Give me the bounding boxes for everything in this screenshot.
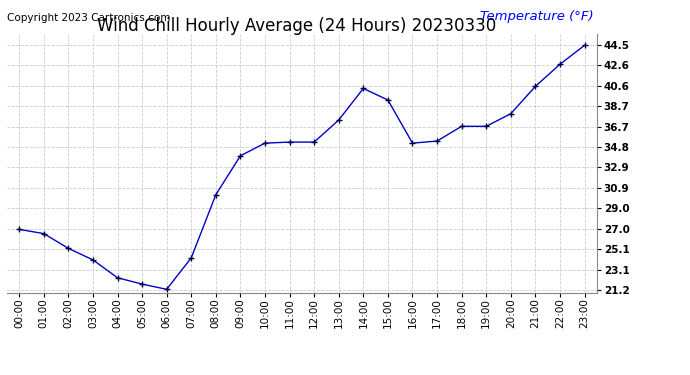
Text: Wind Chill Hourly Average (24 Hours) 20230330: Wind Chill Hourly Average (24 Hours) 202… — [97, 17, 496, 35]
Text: Copyright 2023 Cartronics.com: Copyright 2023 Cartronics.com — [7, 13, 170, 23]
Text: Temperature (°F): Temperature (°F) — [480, 10, 594, 23]
